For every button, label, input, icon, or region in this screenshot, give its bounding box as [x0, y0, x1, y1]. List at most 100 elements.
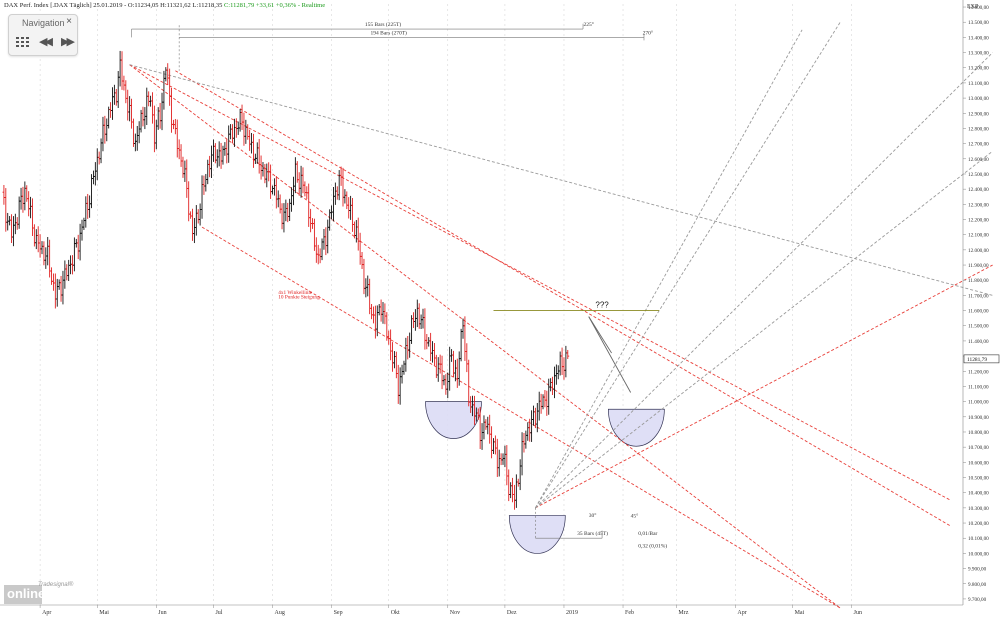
ohlc-bar: [404, 337, 408, 372]
ohlc-bar: [503, 445, 507, 468]
close-icon[interactable]: ×: [66, 16, 72, 27]
rewind-icon[interactable]: ◀◀: [39, 36, 53, 48]
ohlc-bar: [461, 318, 465, 339]
fast-forward-icon[interactable]: ▶▶: [61, 36, 75, 48]
ohlc-bar: [562, 357, 566, 380]
bowl-right: [608, 408, 665, 447]
ohlc-bar: [493, 435, 497, 455]
ohlc-bar: [269, 164, 273, 199]
y-tick-label: 12.900,00: [968, 111, 989, 117]
ohlc-bar: [189, 211, 192, 219]
ohlc-bar: [366, 275, 370, 297]
x-tick-label: 2019: [566, 610, 578, 616]
ohlc-bar: [486, 416, 490, 435]
y-tick-label: 11.100,00: [968, 384, 989, 390]
ohlc-bar: [257, 138, 261, 174]
ohlc-bar: [415, 299, 419, 328]
ohlc-bar: [210, 145, 213, 179]
ohlc-bar: [360, 251, 364, 269]
ohlc-bar: [194, 205, 198, 236]
y-tick-label: 12.600,00: [968, 157, 989, 163]
ohlc-bar: [212, 139, 215, 162]
ohlc-bar: [509, 482, 513, 499]
annotations: 155 Bars (225T) 225° 194 Bars (270T) 270° 4x…: [278, 21, 667, 549]
ohlc-bar: [8, 216, 12, 226]
last-price-box: [963, 354, 1000, 364]
red-channel-base: [201, 226, 841, 609]
ohlc-bar: [358, 232, 362, 265]
ohlc-bar: [135, 125, 139, 151]
grid-icon[interactable]: [16, 37, 29, 48]
ohlc-bar: [333, 182, 337, 205]
red-channel-upper-1: [129, 64, 951, 501]
ohlc-bar: [46, 236, 50, 266]
y-tick-label: 12.200,00: [968, 218, 989, 224]
ohlc-bar: [52, 273, 55, 291]
ohlc-bar: [356, 217, 360, 251]
ohlc-bar: [217, 141, 221, 167]
ohlc-bar: [560, 347, 564, 375]
ohlc-bar: [288, 198, 292, 222]
ohlc-bar: [490, 426, 493, 459]
ohlc-bar: [208, 155, 212, 178]
ohlc-bar: [455, 358, 459, 388]
y-tick-label: 10.500,00: [968, 476, 989, 482]
ohlc-bar: [274, 176, 278, 209]
ohlc-bar: [520, 432, 524, 476]
ohlc-bar: [480, 423, 484, 450]
x-tick-label: Mrz: [678, 610, 688, 616]
ohlc-bar: [141, 106, 145, 127]
y-tick-label: 13.500,00: [968, 20, 989, 26]
ohlc-bar: [556, 365, 560, 380]
ohlc-bar: [373, 305, 377, 339]
winkel-label-2: 10 Punkte Steigung: [278, 294, 320, 300]
ohlc-bar: [86, 193, 90, 219]
y-tick-label: 10.600,00: [968, 460, 989, 466]
ohlc-bar: [482, 415, 486, 440]
ohlc-bar: [293, 157, 297, 194]
ohlc-bar: [511, 477, 514, 503]
ohlc-bar: [551, 376, 554, 395]
ohlc-bar: [76, 234, 80, 260]
ohlc-bar: [284, 199, 288, 222]
navigation-panel[interactable]: Navigation × ◀◀ ▶▶: [8, 14, 78, 56]
ohlc-bar: [558, 351, 562, 376]
ohlc-bar: [467, 359, 471, 407]
instrument-name: DAX Perf. Index [.DAX Täglich] 25.01.201…: [4, 2, 127, 9]
ohlc-bar: [29, 196, 32, 219]
ohlc-bar: [261, 162, 265, 177]
deg-30-label: 30°: [589, 512, 597, 519]
ohlc-bar: [191, 208, 194, 241]
ohlc-bar: [297, 172, 301, 196]
ohlc-bar: [412, 312, 415, 329]
ohlc-bar: [31, 198, 34, 236]
ohlc-bar: [12, 216, 15, 247]
ohlc-bar: [444, 374, 448, 395]
x-tick-label: Okt: [391, 610, 400, 616]
ohlc-bar: [173, 118, 177, 135]
y-tick-label: 12.000,00: [968, 248, 989, 254]
ohlc-bar: [303, 181, 307, 197]
y-tick-label: 13.200,00: [968, 66, 989, 72]
ohlc-bar: [337, 170, 341, 201]
ohlc-bar: [408, 332, 412, 358]
ohlc-bar: [6, 212, 10, 231]
ohlc-bar: [126, 89, 130, 121]
ohlc-bar: [50, 267, 53, 285]
x-tick-label: Jun: [158, 610, 166, 616]
ohlc-bar: [370, 304, 373, 320]
ohlc-bar: [413, 309, 417, 331]
y-tick-label: 13.600,00: [968, 5, 989, 11]
logo-trademark: Tradesignal®: [38, 582, 74, 588]
ohlc-bar: [421, 308, 425, 329]
ohlc-bar: [259, 155, 263, 180]
ohlc-bar: [263, 164, 267, 184]
ohlc-bar: [393, 351, 396, 369]
ohlc-bar: [539, 393, 543, 414]
ohlc-bar: [42, 241, 46, 266]
ohlc-bar: [219, 142, 223, 169]
ohlc-bar: [341, 167, 345, 207]
x-tick-label: Aug: [275, 610, 285, 616]
y-tick-label: 10.700,00: [968, 445, 989, 451]
